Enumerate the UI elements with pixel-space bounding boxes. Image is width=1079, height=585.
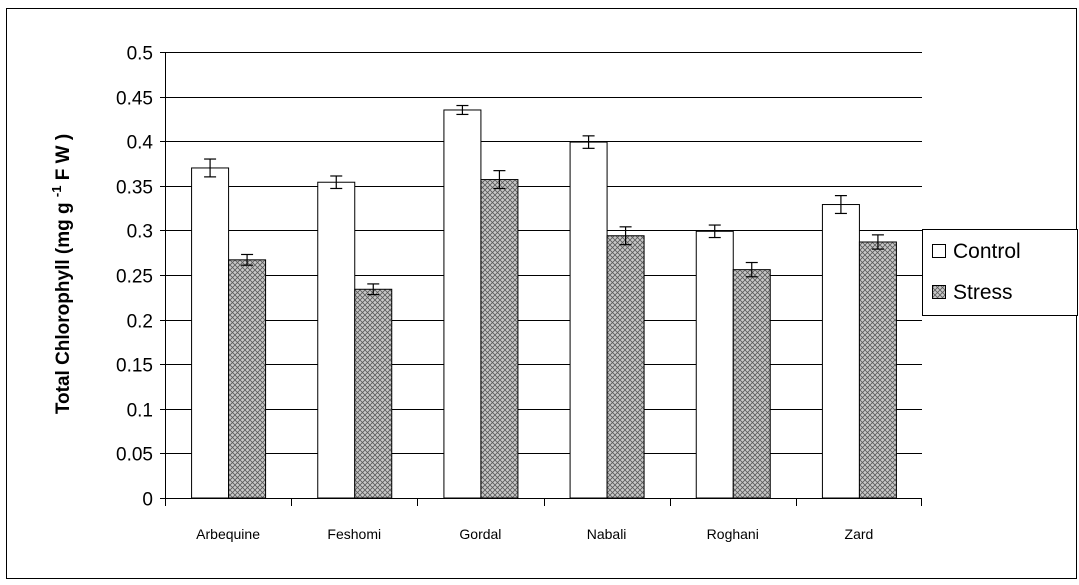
x-tick-label: Roghani bbox=[707, 526, 759, 542]
bar-stress bbox=[732, 269, 771, 499]
y-tick-label: 0.45 bbox=[116, 89, 153, 110]
y-tick-label: 0.5 bbox=[127, 44, 153, 65]
bar-control bbox=[443, 109, 482, 499]
bar-stress bbox=[606, 235, 645, 499]
y-tick-label: 0.1 bbox=[127, 401, 153, 422]
x-tick-labels: Arbequine Feshomi Gordal Nabali Roghani Zard bbox=[196, 526, 873, 542]
y-axis-label: Total Chlorophyll (mg g -1 F W ) bbox=[49, 134, 74, 414]
legend-swatch-control bbox=[932, 244, 946, 258]
bar-control bbox=[317, 181, 356, 499]
legend-label: Control bbox=[953, 240, 1021, 263]
y-tick-label: 0.3 bbox=[127, 222, 153, 243]
y-tick-label: 0.2 bbox=[127, 312, 153, 333]
y-tick-label: 0.25 bbox=[116, 267, 153, 288]
y-axis-label-superscript: -1 bbox=[49, 186, 64, 198]
axes-group bbox=[160, 52, 922, 506]
bar-stress bbox=[480, 179, 519, 499]
y-tick-labels: 0 0.05 0.1 0.15 0.2 0.25 0.3 0.35 0.4 0.45 0.5 bbox=[116, 44, 153, 511]
y-tick-label: 0 bbox=[142, 490, 153, 511]
bar-stress bbox=[354, 288, 393, 499]
y-tick-label: 0.35 bbox=[116, 178, 153, 199]
legend-label: Stress bbox=[953, 281, 1013, 304]
y-tick-label: 0.05 bbox=[116, 445, 153, 466]
y-tick-label: 0.4 bbox=[127, 133, 154, 154]
bar-stress bbox=[858, 241, 897, 499]
legend-box bbox=[922, 229, 1078, 316]
chart-frame bbox=[6, 8, 1077, 579]
gridlines bbox=[165, 52, 922, 454]
y-tick-label: 0.15 bbox=[116, 356, 153, 377]
legend: Control Stress bbox=[922, 229, 1078, 316]
y-axis-label-part: F W ) bbox=[53, 134, 74, 186]
x-tick-label: Feshomi bbox=[327, 526, 381, 542]
bar-control bbox=[191, 167, 230, 499]
bar-control bbox=[821, 204, 860, 499]
x-tick-label: Gordal bbox=[459, 526, 501, 542]
bars-group bbox=[191, 104, 897, 499]
bar-stress bbox=[228, 259, 267, 499]
y-axis-label-part: Total Chlorophyll (mg g bbox=[53, 197, 74, 414]
bar-control bbox=[695, 230, 734, 499]
x-tick-label: Zard bbox=[845, 526, 874, 542]
x-tick-label: Nabali bbox=[587, 526, 627, 542]
legend-swatch-stress bbox=[932, 285, 946, 299]
x-tick-label: Arbequine bbox=[196, 526, 260, 542]
bar-control bbox=[569, 141, 608, 499]
